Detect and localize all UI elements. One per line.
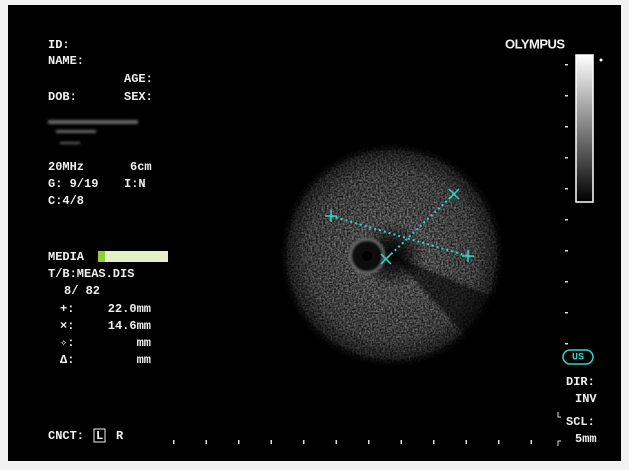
scale-label: SCL: xyxy=(566,415,595,429)
depth-tick xyxy=(565,219,568,221)
cross-markers xyxy=(380,188,460,265)
scale-tick xyxy=(238,440,240,444)
scale-tick xyxy=(173,440,175,444)
scale-tick xyxy=(270,440,272,444)
gray-scale-bar xyxy=(575,54,594,203)
depth-tick xyxy=(565,343,568,345)
caliper-line-cross xyxy=(385,193,455,260)
redacted-info xyxy=(48,120,138,144)
depth-scale xyxy=(565,64,568,345)
image-mode: I:N xyxy=(124,177,146,191)
measure-value: 14.6mm xyxy=(108,319,151,333)
calipers xyxy=(325,188,474,265)
depth-tick xyxy=(565,126,568,128)
depth-tick xyxy=(565,157,568,159)
scale-tick xyxy=(368,440,370,444)
mode-badge xyxy=(562,349,594,365)
scale-tick xyxy=(530,440,532,444)
gain: G: 9/19 xyxy=(48,177,98,191)
scale-tick xyxy=(400,440,402,444)
horizontal-scale xyxy=(173,412,561,446)
measure-value: mm xyxy=(137,353,151,367)
scale-tick xyxy=(433,440,435,444)
depth-tick xyxy=(565,64,568,66)
gray-scale-marker xyxy=(599,58,603,62)
shadow-wedge xyxy=(392,255,500,340)
measure-symbol: ✧: xyxy=(60,336,74,350)
scale-tick xyxy=(335,440,337,444)
direction-label: DIR: xyxy=(566,375,595,389)
scale-tick xyxy=(465,440,467,444)
plus-markers xyxy=(325,210,474,262)
connection-left: L xyxy=(96,429,103,443)
depth-tick xyxy=(565,250,568,252)
depth: 6cm xyxy=(130,160,152,174)
depth-tick xyxy=(565,281,568,283)
measure-count: 8/ 82 xyxy=(64,284,100,298)
measure-symbol: +: xyxy=(60,302,74,316)
name-label: NAME: xyxy=(48,54,84,68)
id-label: ID: xyxy=(48,38,70,52)
scale-tick xyxy=(498,440,500,444)
media-label: MEDIA xyxy=(48,250,85,264)
scale-tick xyxy=(303,440,305,444)
mode-badge-text: US xyxy=(572,353,584,364)
media-bar-used xyxy=(98,251,105,262)
connection-right: R xyxy=(116,429,124,443)
sex-label: SEX: xyxy=(124,90,153,104)
scale-value: 5mm xyxy=(575,432,597,446)
measure-value: 22.0mm xyxy=(108,302,151,316)
measure-symbol: Δ: xyxy=(60,353,74,367)
frequency: 20MHz xyxy=(48,160,84,174)
connection-box xyxy=(93,428,106,443)
probe-center xyxy=(362,251,372,261)
contrast: C:4/8 xyxy=(48,194,84,208)
depth-tick xyxy=(565,95,568,97)
media-bar xyxy=(98,251,168,262)
brand-logo: OLYMPUS xyxy=(505,36,565,51)
scale-tick xyxy=(205,440,207,444)
measure-value: mm xyxy=(137,336,151,350)
measurement-rows: +: 22.0mm ×: 14.6mm ✧: mm Δ: mm xyxy=(60,302,151,367)
measure-symbol: ×: xyxy=(60,319,74,333)
caliper-line-plus xyxy=(330,215,469,257)
dob-label: DOB: xyxy=(48,90,77,104)
depth-tick xyxy=(565,188,568,190)
connection-label: CNCT: xyxy=(48,429,84,443)
ultrasound-image xyxy=(280,140,504,370)
measure-mode: T/B:MEAS.DIS xyxy=(48,267,134,281)
scale-bracket xyxy=(557,412,561,446)
direction-value: INV xyxy=(575,392,597,406)
depth-tick xyxy=(565,312,568,314)
age-label: AGE: xyxy=(124,72,153,86)
